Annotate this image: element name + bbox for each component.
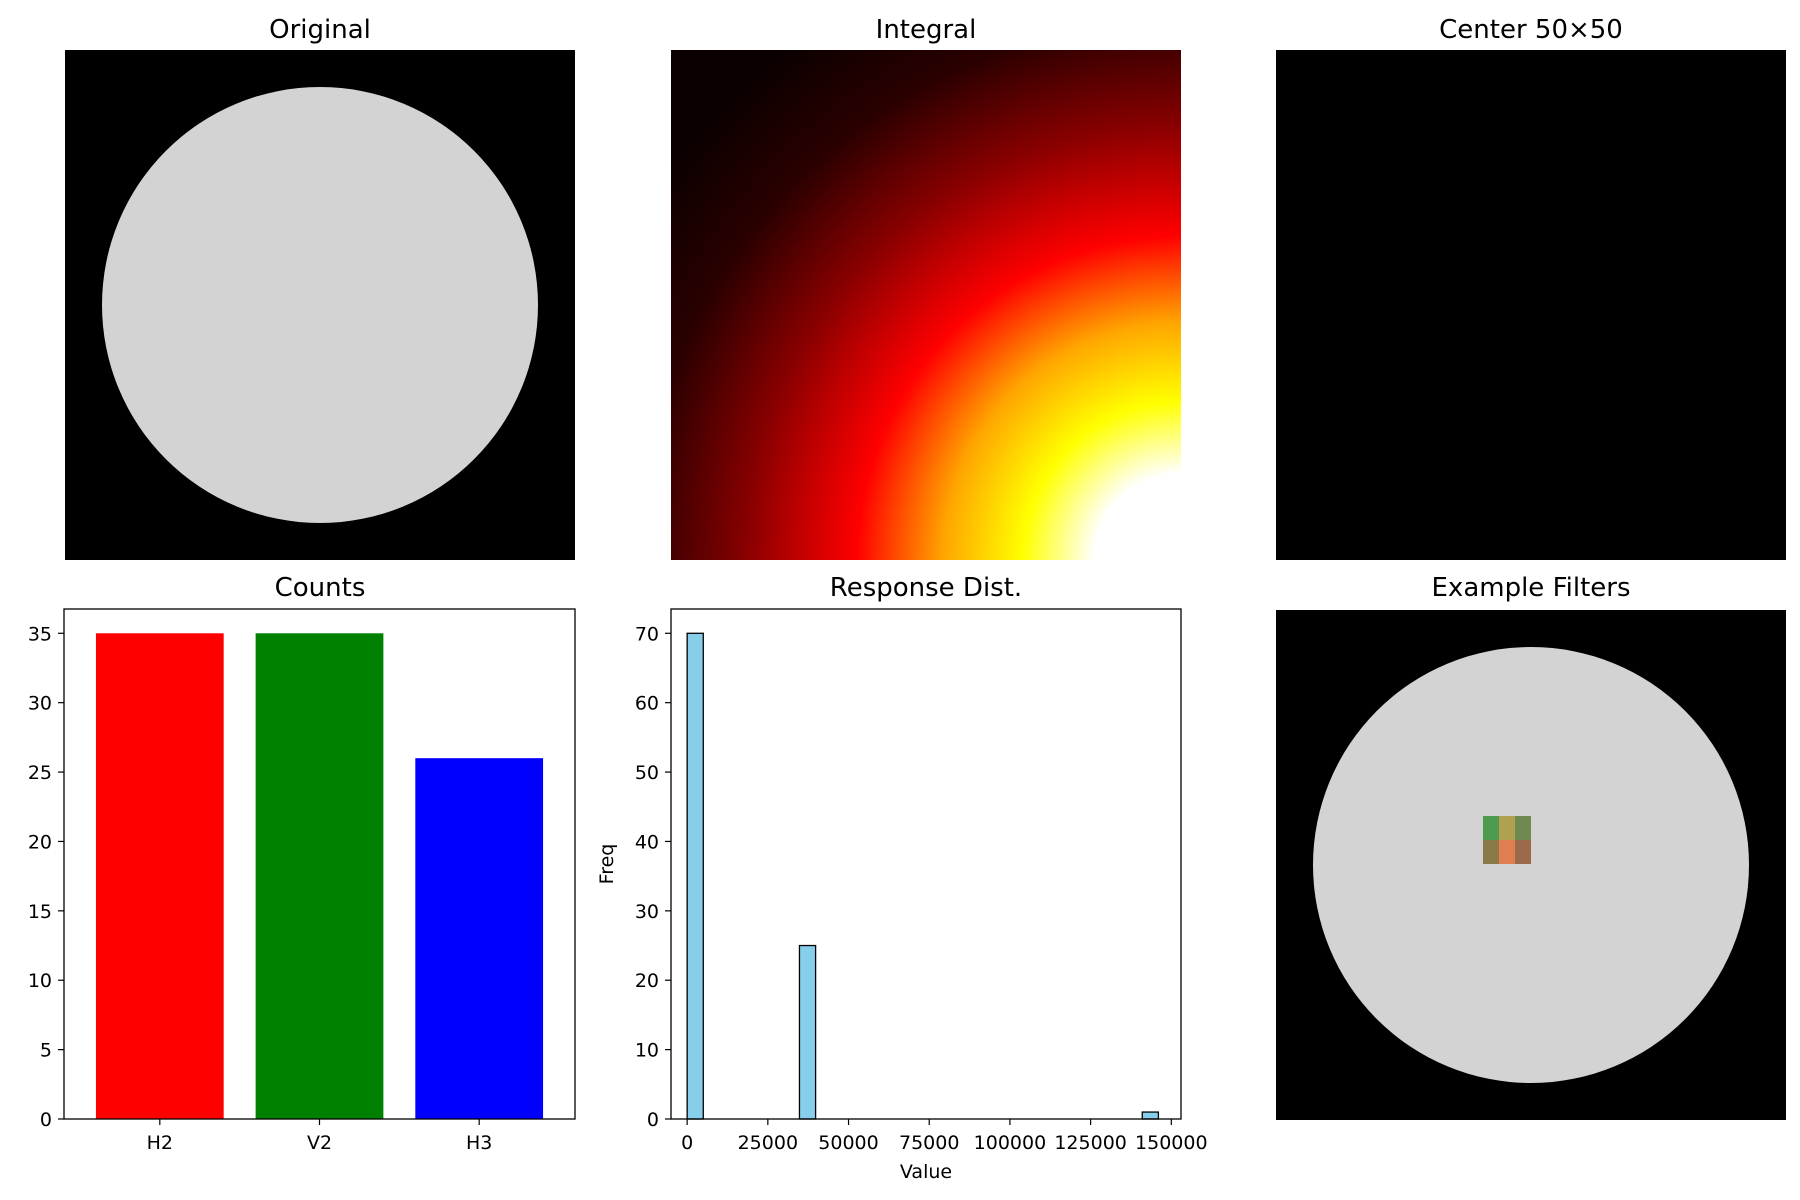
y-tick-label: 30: [635, 901, 659, 923]
x-tick-label: V2: [307, 1132, 332, 1154]
integral-field: [671, 50, 1181, 560]
y-tick-label: 60: [635, 693, 659, 715]
x-tick-label: 25000: [738, 1132, 798, 1154]
x-tick-label: 75000: [899, 1132, 959, 1154]
original-disk: [102, 87, 538, 523]
hist-bar: [686, 632, 704, 1120]
y-tick-label: 20: [28, 831, 52, 853]
filter-cell: [1515, 840, 1531, 864]
filter-overlay: [1483, 816, 1531, 864]
hist-bar: [798, 944, 817, 1120]
filters-disk: [1313, 647, 1749, 1083]
panel-title-counts: Counts: [274, 573, 366, 603]
integral-heatmap: [671, 50, 1181, 560]
panel-title-center: Center 50×50: [1439, 15, 1623, 45]
filter-cell: [1515, 816, 1531, 840]
y-axis-label: Freq: [596, 844, 618, 885]
x-axis-label: Value: [900, 1161, 952, 1183]
hist-bar: [1141, 1111, 1160, 1120]
y-tick-label: 20: [635, 970, 659, 992]
response-axes-frame: [670, 608, 1182, 1120]
x-tick-label: 100000: [974, 1132, 1047, 1154]
center-crop-image: [1276, 50, 1786, 560]
y-tick-label: 35: [28, 623, 52, 645]
x-tick-label: 125000: [1054, 1132, 1127, 1154]
y-tick-label: 5: [40, 1040, 52, 1062]
y-tick-label: 10: [28, 970, 52, 992]
y-tick-label: 10: [635, 1040, 659, 1062]
bar-h3: [415, 758, 544, 1119]
filter-cell: [1499, 840, 1515, 864]
y-tick-label: 0: [647, 1109, 659, 1131]
bar-v2: [255, 633, 384, 1119]
x-tick-label: H3: [466, 1132, 492, 1154]
panel-title-filters: Example Filters: [1431, 573, 1631, 603]
x-tick-label: 0: [681, 1132, 693, 1154]
original-image: [65, 50, 575, 560]
x-tick-label: H2: [147, 1132, 173, 1154]
center-crop-fill: [1276, 50, 1786, 560]
x-tick-label: 50000: [818, 1132, 878, 1154]
counts-chart: H2 V2 H3 0 5 10 15 20 25 30 35: [28, 608, 576, 1154]
filter-cell: [1483, 816, 1499, 840]
y-tick-label: 40: [635, 831, 659, 853]
y-tick-label: 0: [40, 1109, 52, 1131]
y-tick-label: 30: [28, 693, 52, 715]
filter-cell: [1499, 816, 1515, 840]
x-tick-label: 150000: [1135, 1132, 1208, 1154]
panel-title-original: Original: [269, 15, 371, 45]
panel-title-integral: Integral: [875, 15, 977, 45]
filter-cell: [1483, 840, 1499, 864]
counts-axes-frame: [63, 608, 576, 1120]
bar-h2: [95, 633, 224, 1119]
response-chart: 0 25000 50000 75000 100000 125000 150000 0 10 20 3…: [596, 608, 1208, 1183]
y-tick-label: 15: [28, 901, 52, 923]
y-tick-label: 70: [635, 623, 659, 645]
y-tick-label: 50: [635, 762, 659, 784]
y-tick-label: 25: [28, 762, 52, 784]
panel-title-response: Response Dist.: [829, 573, 1023, 603]
filters-image: [1276, 610, 1786, 1120]
